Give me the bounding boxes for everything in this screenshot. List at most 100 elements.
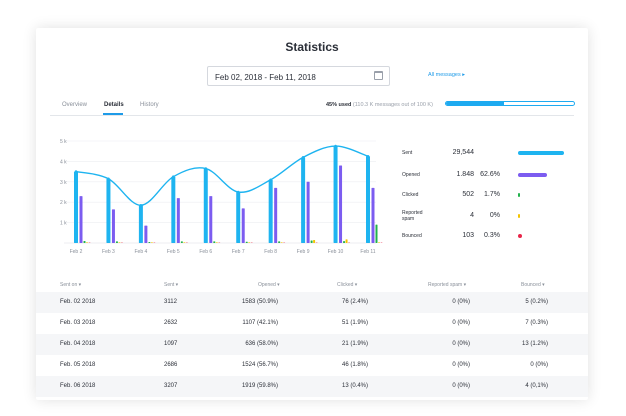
stat-row-bounced: Bounced 103 0.3%: [400, 233, 580, 243]
bar-s3-4: [216, 242, 218, 243]
trend-point-6: [269, 178, 272, 181]
stat-percent: 1.7%: [484, 191, 500, 198]
column-header[interactable]: Reported spam ▾: [428, 282, 466, 288]
bar-s0-1: [106, 179, 110, 243]
table-cell: Feb. 05 2018: [60, 362, 95, 368]
column-header[interactable]: Bounced ▾: [521, 282, 545, 288]
column-header[interactable]: Clicked ▾: [337, 282, 357, 288]
stat-value: 502: [462, 191, 474, 198]
trend-point-4: [204, 167, 207, 170]
table-row[interactable]: Feb. 02 2018 3112 1583 (50.9%) 76 (2.4%) 0 (…: [36, 292, 588, 313]
statistics-card: Statistics Feb 02, 2018 - Feb 11, 2018 A…: [36, 28, 588, 400]
tab-overview[interactable]: Overview: [62, 102, 87, 108]
table-cell: 1919 (59.8%): [242, 383, 278, 389]
stat-bar: [518, 173, 547, 177]
bar-s0-4: [204, 169, 208, 243]
tab-history[interactable]: History: [140, 102, 159, 108]
table-cell: Feb. 02 2018: [60, 299, 95, 305]
bar-s1-3: [177, 198, 180, 243]
bar-s0-0: [74, 172, 78, 243]
x-tick-label: Feb 11: [360, 249, 375, 255]
tab-bar: Overview Details History 45% used (110.3…: [50, 100, 574, 116]
trend-point-1: [107, 177, 110, 180]
date-range-value: Feb 02, 2018 - Feb 11, 2018: [215, 73, 316, 82]
stat-value: 1.848: [456, 171, 474, 178]
x-tick-label: Feb 3: [102, 249, 115, 255]
trend-point-7: [302, 156, 305, 159]
stat-bar: [518, 151, 564, 155]
stat-value: 29,544: [453, 149, 474, 156]
bar-s1-7: [307, 182, 310, 243]
calendar-icon[interactable]: [374, 71, 383, 80]
column-header[interactable]: Opened ▾: [258, 282, 280, 288]
stat-percent: 62.6%: [480, 171, 500, 178]
trend-line: [76, 146, 368, 205]
table-cell: 0 (0%): [452, 320, 470, 326]
bar-s2-2: [148, 242, 150, 243]
bar-s0-8: [334, 146, 338, 243]
bar-s2-8: [343, 241, 345, 243]
date-range-input[interactable]: Feb 02, 2018 - Feb 11, 2018: [207, 66, 390, 86]
stat-row-clicked: Clicked 502 1.7%: [400, 192, 580, 202]
stat-label: Clicked: [402, 192, 434, 198]
bar-s2-0: [84, 241, 86, 243]
table-cell: Feb. 04 2018: [60, 341, 95, 347]
x-tick-label: Feb 10: [328, 249, 344, 255]
table-cell: 2632: [164, 320, 177, 326]
bar-s2-5: [246, 242, 248, 243]
table-cell: 3112: [164, 299, 177, 305]
stat-bar: [518, 214, 520, 218]
page-title: Statistics: [36, 40, 588, 54]
stat-row-opened: Opened 1.848 62.6%: [400, 172, 580, 182]
table-cell: 1583 (50.9%): [242, 299, 278, 305]
usage-progress-bar: [445, 101, 575, 106]
stat-value: 103: [462, 232, 474, 239]
table-cell: 4 (0,1%): [525, 383, 548, 389]
table-cell: 76 (2.4%): [342, 299, 368, 305]
bar-s0-9: [366, 156, 370, 243]
column-header[interactable]: Sent ▾: [164, 282, 178, 288]
x-tick-label: Feb 8: [264, 249, 277, 255]
table-row[interactable]: Feb. 06 2018 3207 1919 (59.8%) 13 (0.4%) 0 (…: [36, 376, 588, 397]
usage-used-label: 45% used: [326, 102, 351, 108]
tab-details[interactable]: Details: [104, 102, 124, 108]
bar-s0-3: [171, 177, 175, 243]
x-tick-label: Feb 9: [297, 249, 310, 255]
table-row[interactable]: Feb. 04 2018 1097 636 (58.0%) 21 (1.9%) 0 (0…: [36, 334, 588, 355]
table-cell: 7 (0.3%): [525, 320, 548, 326]
bar-s2-7: [311, 241, 313, 243]
bar-s3-0: [86, 242, 88, 243]
table-cell: 0 (0%): [530, 362, 548, 368]
bar-s0-5: [236, 192, 240, 243]
x-tick-label: Feb 6: [199, 249, 212, 255]
bar-s1-0: [80, 196, 83, 243]
stat-bar: [518, 193, 520, 197]
table-row[interactable]: Feb. 05 2018 2686 1524 (56.7%) 46 (1.8%) 0 (…: [36, 355, 588, 376]
bar-s1-2: [144, 226, 147, 243]
bar-s1-4: [209, 196, 212, 243]
table-cell: 1524 (56.7%): [242, 362, 278, 368]
table-row[interactable]: Feb. 03 2018 2632 1107 (42.1%) 51 (1.9%) 0 (…: [36, 313, 588, 334]
table-cell: 51 (1.9%): [342, 320, 368, 326]
usage-summary: 45% used (110.3 K messages out of 100 K): [326, 102, 433, 108]
stat-row-sent: Sent 29,544: [400, 150, 580, 160]
bar-s0-6: [269, 180, 273, 243]
bar-s1-8: [339, 165, 342, 243]
bar-s3-6: [281, 242, 283, 243]
all-messages-link[interactable]: All messages ▸: [428, 72, 465, 78]
table-cell: 5 (0.2%): [525, 299, 548, 305]
y-tick-label: 5 k: [60, 139, 67, 145]
bar-s2-1: [116, 241, 118, 243]
bar-s2-6: [278, 241, 280, 243]
column-header[interactable]: Sent on ▾: [60, 282, 81, 288]
bar-s1-9: [372, 188, 375, 243]
stat-percent: 0%: [490, 212, 500, 219]
bar-s1-1: [112, 209, 115, 243]
trend-point-5: [237, 191, 240, 194]
y-tick-label: 3 k: [60, 180, 67, 186]
table-cell: 46 (1.8%): [342, 362, 368, 368]
trend-point-0: [75, 170, 78, 173]
table-cell: 0 (0%): [452, 341, 470, 347]
statistics-chart: 5 k 4 k 3 k 2 k 1 k Feb 2 Feb 3 Feb 4 Feb 5 Feb 6…: [36, 128, 386, 258]
bar-s0-7: [301, 157, 305, 243]
